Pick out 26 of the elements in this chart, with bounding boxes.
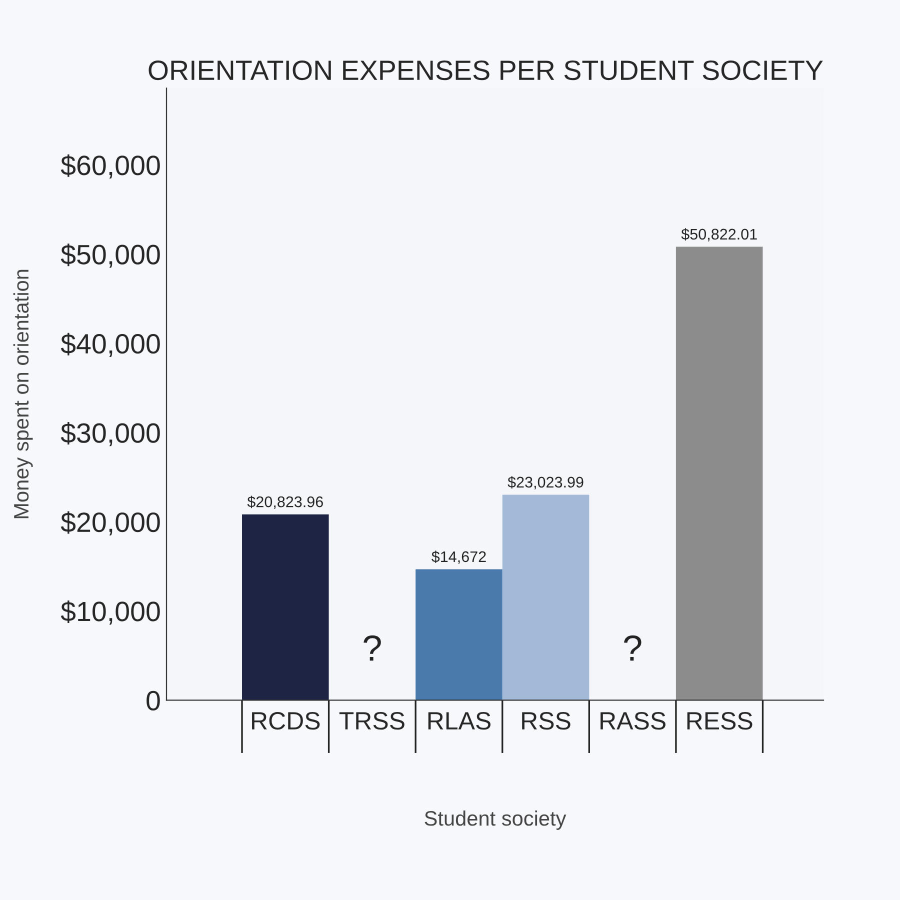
x-tick-label: RASS (600, 712, 666, 730)
y-tick-label: 0 (146, 690, 160, 711)
y-tick-label: $30,000 (60, 422, 160, 446)
bar (676, 246, 763, 700)
x-tick-label: RLAS (428, 712, 490, 730)
y-tick-label: $20,000 (60, 511, 160, 536)
bar (502, 494, 590, 700)
y-tick-label: $40,000 (60, 332, 160, 357)
data-label: $14,672 (432, 550, 486, 564)
x-tick-label: RESS (687, 712, 752, 730)
x-tick-label: RCDS (252, 712, 320, 730)
annotation: ? (364, 635, 381, 661)
x-tick-label: RSS (522, 712, 570, 730)
y-tick-label: $60,000 (60, 154, 160, 179)
x-tick-label: TRSS (339, 712, 404, 730)
y-tick-label: $50,000 (60, 244, 160, 268)
y-axis-title: Money spent on orientation (13, 270, 33, 518)
y-tick-label: $10,000 (60, 600, 160, 625)
bar (416, 569, 502, 700)
x-axis-title: Student society (424, 810, 566, 830)
data-label: $50,822.01 (681, 228, 757, 242)
data-label: $20,823.96 (247, 496, 323, 510)
bar (242, 514, 329, 700)
data-label: $23,023.99 (508, 476, 584, 490)
chart-title: ORIENTATION EXPENSES PER STUDENT SOCIETY (148, 60, 823, 80)
annotation: ? (624, 635, 642, 661)
